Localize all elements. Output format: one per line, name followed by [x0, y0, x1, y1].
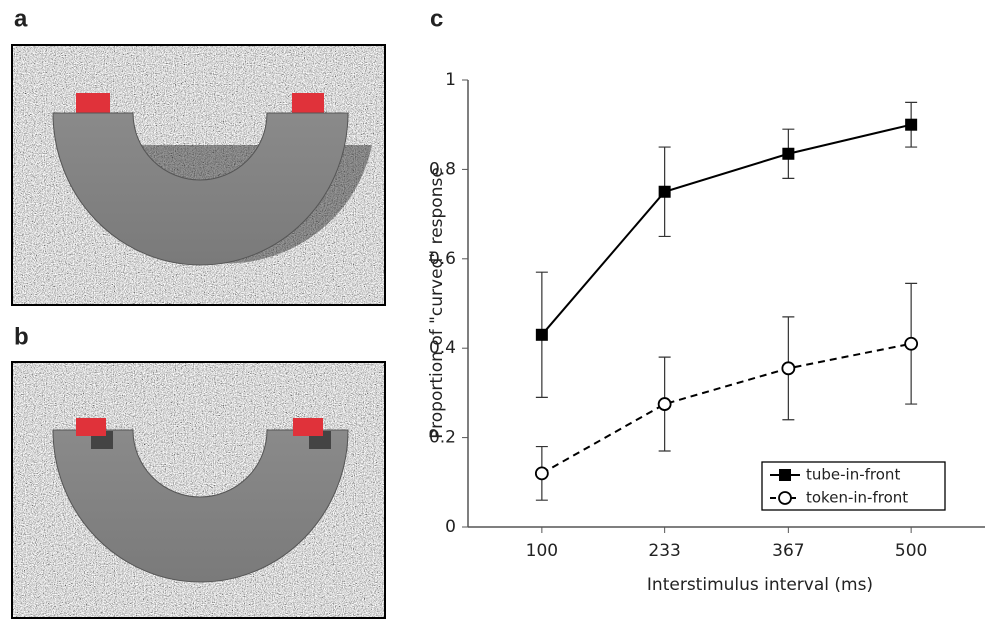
legend-marker — [779, 469, 791, 481]
chart: Interstimulus interval (ms) Proportion o… — [427, 70, 985, 595]
y-tick-label: 0.2 — [429, 428, 456, 448]
x-tick-label: 100 — [526, 541, 558, 561]
x-tick-label: 500 — [895, 541, 927, 561]
series-line — [541, 342, 912, 475]
data-point — [781, 361, 796, 376]
legend-marker — [778, 491, 792, 505]
stimulus-b — [11, 361, 386, 619]
y-tick-label: 0 — [445, 517, 456, 537]
panel-label: c — [430, 5, 443, 32]
data-point — [535, 328, 548, 341]
y-axis-label: Proportion of "curved" response — [427, 167, 447, 439]
legend-label: token-in-front — [806, 489, 908, 507]
legend-label: tube-in-front — [806, 466, 900, 484]
x-tick-label: 233 — [648, 541, 680, 561]
data-point — [657, 397, 672, 411]
y-tick-label: 0.8 — [429, 159, 456, 179]
y-tick-label: 0.4 — [429, 338, 456, 358]
x-axis-label: Interstimulus interval (ms) — [647, 575, 873, 595]
data-point — [782, 147, 795, 160]
y-tick-label: 0.6 — [429, 249, 456, 269]
data-point — [658, 185, 671, 198]
data-point — [905, 118, 918, 131]
data-point — [904, 336, 919, 351]
data-point — [534, 466, 549, 481]
panel-label: a — [14, 5, 28, 32]
stimulus-a — [11, 44, 386, 306]
panel-label: b — [14, 323, 29, 350]
x-tick-label: 367 — [772, 541, 804, 561]
series-line — [541, 123, 912, 336]
y-tick-label: 1 — [445, 70, 456, 90]
legend-box — [761, 461, 946, 511]
